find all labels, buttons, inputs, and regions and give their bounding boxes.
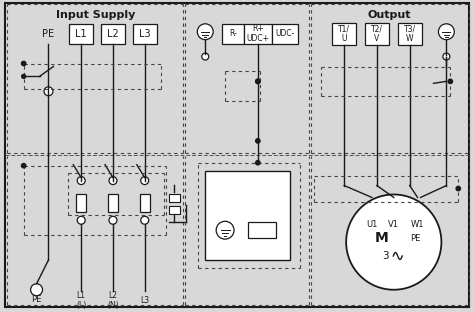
Circle shape <box>44 87 53 96</box>
Circle shape <box>255 79 260 84</box>
Circle shape <box>21 163 26 168</box>
Bar <box>101 24 125 44</box>
Text: L1: L1 <box>75 29 87 39</box>
Bar <box>244 24 272 44</box>
Text: L1
(L): L1 (L) <box>76 291 86 310</box>
Text: PE: PE <box>410 234 421 243</box>
Text: L3: L3 <box>139 29 151 39</box>
Text: L3: L3 <box>140 296 149 305</box>
Text: Input Supply: Input Supply <box>56 10 136 20</box>
Circle shape <box>141 216 149 224</box>
Circle shape <box>109 216 117 224</box>
Circle shape <box>197 24 213 40</box>
Bar <box>169 206 181 214</box>
Text: PE: PE <box>42 29 55 39</box>
Bar <box>76 194 86 212</box>
Circle shape <box>77 177 85 185</box>
Text: PE: PE <box>31 295 42 304</box>
Bar <box>272 24 298 44</box>
Circle shape <box>31 284 43 296</box>
Text: L2
(N): L2 (N) <box>107 291 119 310</box>
Bar <box>140 194 150 212</box>
Text: R-: R- <box>229 29 237 38</box>
Circle shape <box>448 79 453 84</box>
Circle shape <box>456 186 460 191</box>
Text: T1/
U: T1/ U <box>338 24 350 43</box>
Text: Output: Output <box>367 10 410 20</box>
Bar <box>69 24 93 44</box>
Bar <box>365 23 389 45</box>
Text: T2/
V: T2/ V <box>371 24 383 43</box>
Bar <box>398 23 421 45</box>
Text: 3: 3 <box>383 251 389 261</box>
Circle shape <box>346 194 441 290</box>
Bar <box>169 194 181 202</box>
Text: UDC-: UDC- <box>275 29 294 38</box>
Circle shape <box>255 79 260 84</box>
Bar <box>133 24 156 44</box>
Circle shape <box>202 53 209 60</box>
Circle shape <box>77 216 85 224</box>
Circle shape <box>438 24 454 40</box>
Circle shape <box>255 139 260 143</box>
Circle shape <box>216 221 234 239</box>
Text: V1: V1 <box>388 220 399 229</box>
Text: U1: U1 <box>366 220 378 229</box>
Circle shape <box>21 61 26 66</box>
Bar <box>248 222 276 238</box>
Circle shape <box>443 53 450 60</box>
Text: W1: W1 <box>411 220 424 229</box>
Text: T3/
W: T3/ W <box>403 24 416 43</box>
Text: M: M <box>375 231 389 245</box>
Bar <box>108 194 118 212</box>
Text: R+
UDC+: R+ UDC+ <box>246 24 269 43</box>
Circle shape <box>141 177 149 185</box>
Bar <box>222 24 244 44</box>
Bar <box>332 23 356 45</box>
Circle shape <box>109 177 117 185</box>
Text: L2: L2 <box>107 29 119 39</box>
Circle shape <box>255 161 260 165</box>
Circle shape <box>22 75 26 78</box>
Bar <box>205 171 290 260</box>
